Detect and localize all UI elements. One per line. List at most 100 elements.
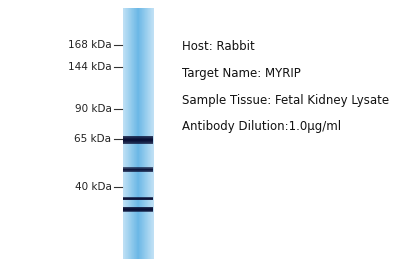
Bar [133,8,134,259]
Bar [123,207,153,208]
Bar [123,8,124,259]
Bar [130,8,131,259]
Bar [138,8,140,259]
Bar [123,141,153,142]
Bar [145,8,146,259]
Bar [135,8,136,259]
Bar [123,171,153,172]
Bar [147,8,148,259]
Bar [123,139,153,140]
Bar [143,8,144,259]
Bar [132,8,133,259]
Bar [123,169,153,170]
Bar [123,137,153,138]
Bar [123,207,153,208]
Bar [123,141,153,142]
Text: 144 kDa: 144 kDa [68,62,112,72]
Bar [153,8,154,259]
Bar [123,208,153,209]
Bar [123,143,153,144]
Bar [123,167,153,168]
Bar [148,8,149,259]
Bar [123,198,153,199]
Bar [123,198,153,199]
Bar [135,8,136,259]
Bar [123,199,153,200]
Bar [123,138,153,139]
Bar [123,209,153,210]
Bar [136,8,137,259]
Bar [152,8,153,259]
Bar [153,8,154,259]
Bar [123,207,153,208]
Bar [137,8,138,259]
Bar [138,8,139,259]
Bar [123,8,124,259]
Bar [130,8,131,259]
Bar [133,8,134,259]
Bar [128,8,129,259]
Bar [123,171,153,172]
Text: 168 kDa: 168 kDa [68,40,112,50]
Bar [142,8,143,259]
Bar [132,8,133,259]
Bar [136,8,137,259]
Bar [129,8,130,259]
Bar [149,8,150,259]
Bar [152,8,153,259]
Bar [146,8,148,259]
Bar [128,8,129,259]
Bar [123,170,153,171]
Text: Target Name: MYRIP: Target Name: MYRIP [182,67,301,80]
Bar [139,8,140,259]
Bar [148,8,149,259]
Bar [146,8,147,259]
Bar [123,167,153,168]
Bar [123,199,153,200]
Bar [123,140,153,141]
Text: Antibody Dilution:1.0µg/ml: Antibody Dilution:1.0µg/ml [182,120,341,133]
Bar [143,8,144,259]
Bar [123,136,153,137]
Bar [149,8,150,259]
Bar [141,8,142,259]
Bar [123,138,153,139]
Bar [123,168,153,169]
Bar [141,8,142,259]
Bar [151,8,152,259]
Bar [144,8,145,259]
Bar [131,8,132,259]
Bar [127,8,128,259]
Bar [124,8,125,259]
Bar [123,169,153,170]
Bar [134,8,135,259]
Bar [123,210,153,211]
Text: 90 kDa: 90 kDa [75,104,112,115]
Bar [123,199,153,200]
Bar [123,197,153,198]
Bar [140,8,141,259]
Bar [130,8,132,259]
Bar [123,171,153,172]
Bar [123,143,153,144]
Bar [140,8,141,259]
Bar [151,8,152,259]
Bar [126,8,127,259]
Bar [124,8,125,259]
Bar [123,210,153,211]
Bar [123,209,153,210]
Bar [123,137,153,138]
Text: Host: Rabbit: Host: Rabbit [182,40,255,53]
Bar [123,197,153,198]
Text: Sample Tissue: Fetal Kidney Lysate: Sample Tissue: Fetal Kidney Lysate [182,94,389,107]
Bar [131,8,132,259]
Bar [123,140,153,141]
Bar [125,8,126,259]
Bar [134,8,135,259]
Bar [123,209,153,210]
Bar [123,208,153,209]
Bar [123,168,153,169]
Bar [150,8,151,259]
Bar [123,139,153,140]
Text: 40 kDa: 40 kDa [75,182,112,192]
